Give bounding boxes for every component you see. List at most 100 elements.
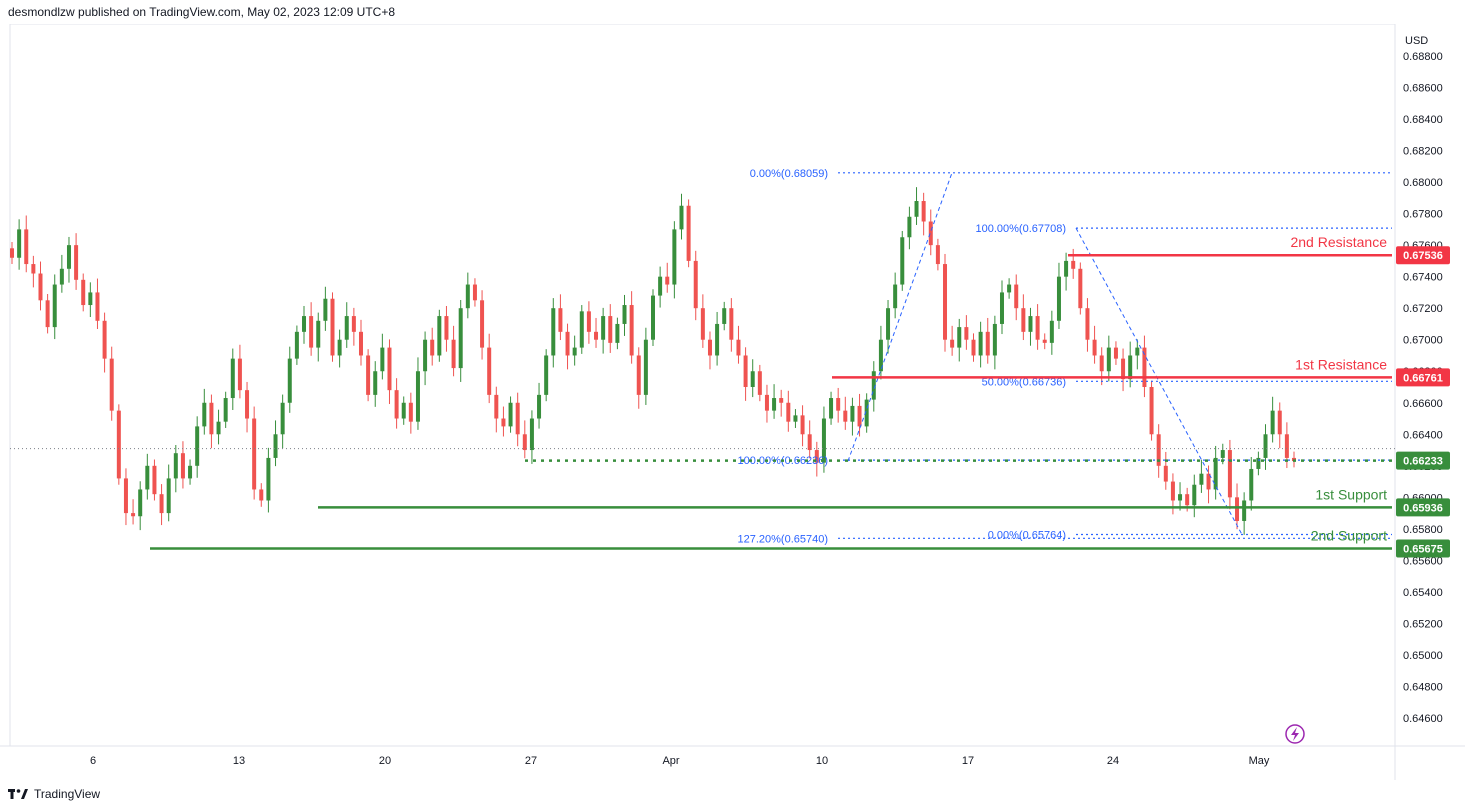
currency-label: USD	[1405, 35, 1428, 47]
candle-body	[401, 402, 406, 419]
candle-body	[586, 311, 591, 332]
candle-body	[237, 358, 242, 391]
candle-body	[1092, 339, 1097, 356]
candle-body	[978, 331, 983, 356]
candle-body	[529, 418, 534, 451]
candle-body	[807, 434, 812, 451]
candle-body	[878, 339, 883, 372]
candle-body	[1014, 284, 1019, 309]
candle-body	[344, 316, 349, 340]
current-price-box	[1396, 451, 1450, 470]
candle-body	[907, 216, 912, 238]
fib-trend-down	[1075, 227, 1243, 535]
fib-label: 127.20%(0.65740)	[737, 533, 828, 545]
candle-body	[893, 284, 898, 309]
candle-body	[302, 316, 307, 332]
x-tick-label: Apr	[662, 755, 679, 767]
candle-body	[387, 347, 392, 391]
candle-body	[337, 339, 342, 356]
candle-body	[1220, 450, 1225, 458]
support-price-box	[1396, 539, 1450, 558]
y-tick-label: 0.67800	[1403, 209, 1443, 221]
candle-body	[992, 323, 997, 356]
candle-body	[558, 308, 563, 332]
candle-body	[793, 415, 798, 422]
y-tick-label: 0.68600	[1403, 83, 1443, 95]
candle-body	[1149, 387, 1154, 435]
candle-body	[45, 300, 50, 328]
candle-body	[544, 355, 549, 395]
candle-body	[465, 284, 470, 309]
candle-body	[1199, 473, 1204, 485]
candle-body	[1185, 494, 1190, 506]
candle-body	[415, 371, 420, 422]
candle-body	[985, 331, 990, 356]
candle-body	[921, 201, 926, 222]
candle-body	[1277, 410, 1282, 435]
current-price-label: 0.66233	[1403, 456, 1443, 468]
x-tick-label: 13	[233, 755, 245, 767]
candle-body	[487, 347, 492, 395]
candle-body	[266, 457, 271, 501]
candle-body	[259, 489, 264, 501]
support-label: 2nd Support	[1311, 528, 1387, 544]
candle-body	[323, 298, 328, 321]
candle-body	[515, 402, 520, 435]
support-price-label: 0.65936	[1403, 502, 1443, 514]
candle-body	[764, 394, 769, 411]
candle-body	[123, 478, 128, 514]
candle-body	[999, 292, 1004, 324]
candle-body	[437, 316, 442, 356]
candle-body	[537, 394, 542, 419]
candle-body	[643, 339, 648, 395]
x-tick-label: May	[1249, 755, 1270, 767]
candle-body	[1213, 457, 1218, 490]
candle-body	[287, 358, 292, 403]
candle-body	[202, 402, 207, 427]
candle-body	[38, 273, 43, 301]
candle-body	[330, 298, 335, 356]
lightning-icon	[1285, 724, 1305, 744]
candle-body	[501, 418, 506, 427]
candle-body	[843, 410, 848, 422]
candle-body	[1085, 308, 1090, 340]
candle-body	[1263, 434, 1268, 458]
candle-body	[629, 305, 634, 356]
chart-container[interactable]: USD 0.68800 0.68600 0.68400 0.68200 0.68000 0.…	[0, 23, 1465, 780]
y-tick-label: 0.68800	[1403, 51, 1443, 63]
candle-body	[472, 284, 477, 301]
y-tick-label: 0.65600	[1403, 555, 1443, 567]
candle-body	[430, 339, 435, 356]
candle-body	[74, 245, 79, 280]
candle-body	[1113, 347, 1118, 359]
candle-body	[693, 260, 698, 309]
candle-body	[1078, 268, 1083, 309]
candle-body	[700, 308, 705, 340]
candle-body	[1206, 473, 1211, 490]
candle-body	[665, 276, 670, 285]
candle-body	[679, 205, 684, 230]
candle-body	[131, 513, 136, 517]
resistance-label: 1st Resistance	[1295, 356, 1387, 372]
candle-body	[729, 308, 734, 340]
y-tick-label: 0.65800	[1403, 524, 1443, 536]
candle-body	[216, 421, 221, 435]
y-tick-label: 0.67000	[1403, 335, 1443, 347]
y-tick-label: 0.67400	[1403, 272, 1443, 284]
candle-body	[166, 478, 171, 514]
candle-body	[900, 237, 905, 285]
candle-body	[66, 245, 71, 269]
y-tick-label: 0.66400	[1403, 429, 1443, 441]
x-tick-label: 17	[962, 755, 974, 767]
candle-body	[957, 327, 962, 348]
candle-body	[444, 316, 449, 340]
candle-body	[836, 398, 841, 411]
candle-body	[280, 402, 285, 435]
candle-body	[857, 405, 862, 427]
candlestick-chart[interactable]: USD 0.68800 0.68600 0.68400 0.68200 0.68000 0.…	[0, 23, 1465, 780]
y-tick-label: 0.68000	[1403, 177, 1443, 189]
candle-body	[1192, 484, 1197, 506]
fib-trend-up	[847, 172, 953, 462]
support-price-label: 0.65675	[1403, 544, 1443, 556]
candle-body	[750, 371, 755, 387]
